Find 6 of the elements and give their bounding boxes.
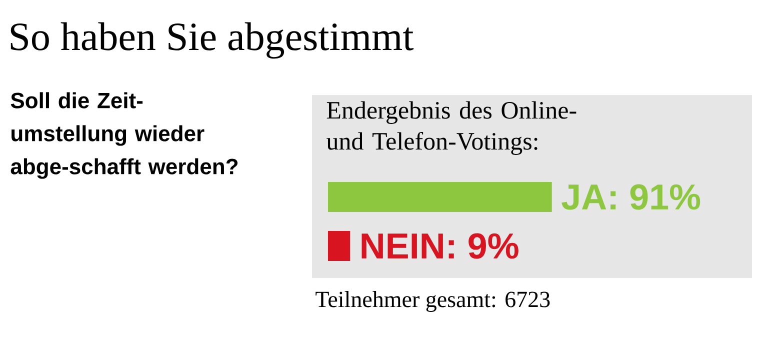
text: Endergebnis des Online- und Telefon-Votings: <box>326 101 576 155</box>
data-label: JA: 91% <box>562 184 700 210</box>
text: Teilnehmer gesamt: 6723 <box>316 291 550 312</box>
chart-title: So haben Sie abgestimmt <box>10 22 414 59</box>
data-label: NEIN: 9% <box>362 233 518 259</box>
text: Soll die Zeit-umstellung wieder abge-schafft werden? <box>10 92 238 179</box>
